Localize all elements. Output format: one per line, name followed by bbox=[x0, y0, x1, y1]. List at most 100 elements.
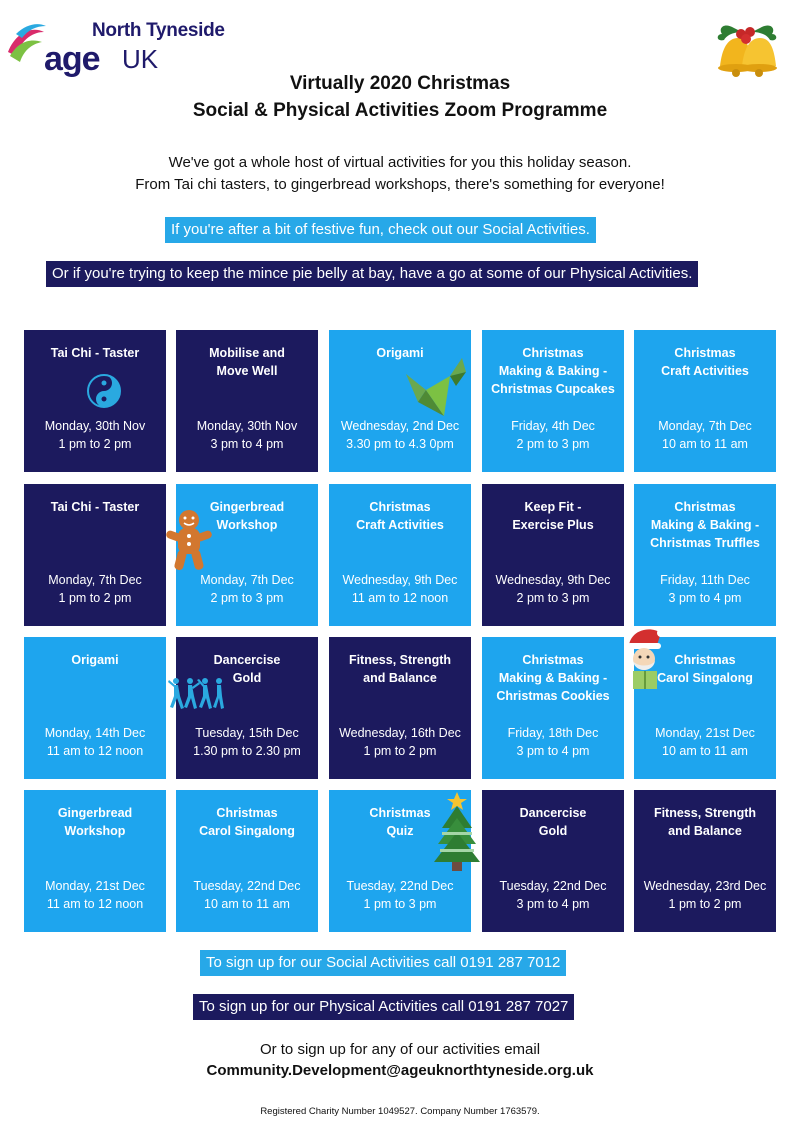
social-signup-band: To sign up for our Social Activities cal… bbox=[200, 950, 567, 976]
activity-name-line: Keep Fit - bbox=[524, 500, 582, 514]
activity-when: Monday, 30th Nov 3 pm to 4 pm bbox=[176, 417, 318, 453]
activity-name-line: Christmas bbox=[674, 653, 736, 667]
activity-tile: Keep Fit - Exercise Plus Wednesday, 9th De… bbox=[482, 484, 624, 626]
activity-name-line: Origami bbox=[376, 346, 424, 360]
activity-name: Dancercise Gold bbox=[176, 651, 318, 687]
activity-when: Tuesday, 22nd Dec 3 pm to 4 pm bbox=[482, 877, 624, 913]
activity-date: Tuesday, 22nd Dec bbox=[499, 879, 607, 893]
activity-date: Monday, 21st Dec bbox=[45, 879, 145, 893]
email-intro: Or to sign up for any of our activities … bbox=[259, 1041, 541, 1058]
activity-time: 10 am to 11 am bbox=[662, 744, 748, 758]
activity-name: Keep Fit - Exercise Plus bbox=[482, 498, 624, 534]
activity-tile: Christmas Craft Activities Wednesday, 9th … bbox=[329, 484, 471, 626]
activity-time: 10 am to 11 am bbox=[204, 897, 290, 911]
activity-tile: Mobilise and Move Well Monday, 30th Nov 3 p… bbox=[176, 330, 318, 472]
activity-name: Christmas Carol Singalong bbox=[176, 804, 318, 840]
activity-name: Gingerbread Workshop bbox=[176, 498, 318, 534]
activity-when: Monday, 30th Nov 1 pm to 2 pm bbox=[24, 417, 166, 453]
activity-date: Monday, 7th Dec bbox=[48, 573, 142, 587]
logo-text-north-tyneside: North Tyneside bbox=[92, 20, 225, 41]
activity-when: Tuesday, 22nd Dec 10 am to 11 am bbox=[176, 877, 318, 913]
physical-activities-band: Or if you're trying to keep the mince pi… bbox=[46, 261, 699, 287]
activity-when: Wednesday, 2nd Dec 3.30 pm to 4.3 0pm bbox=[329, 417, 471, 453]
activity-time: 2 pm to 3 pm bbox=[210, 591, 284, 605]
activity-tile: Dancercise Gold Tuesday, 22nd Dec 3 pm to 4… bbox=[482, 790, 624, 932]
activity-name-line: Exercise Plus bbox=[512, 518, 594, 532]
activity-when: Monday, 14th Dec 11 am to 12 noon bbox=[24, 724, 166, 760]
activity-date: Wednesday, 23rd Dec bbox=[643, 879, 767, 893]
activity-time: 3 pm to 4 pm bbox=[668, 591, 742, 605]
activity-name-line: Mobilise and bbox=[209, 346, 285, 360]
activity-name: Christmas Making & Baking - Christmas Truf… bbox=[634, 498, 776, 552]
activity-tile: Christmas Making & Baking - Christmas Cupc… bbox=[482, 330, 624, 472]
activity-time: 1 pm to 2 pm bbox=[58, 591, 132, 605]
activity-name-line: Christmas bbox=[522, 653, 584, 667]
activity-name: Tai Chi - Taster bbox=[24, 344, 166, 362]
activity-when: Friday, 4th Dec 2 pm to 3 pm bbox=[482, 417, 624, 453]
title-line-2: Social & Physical Activities Zoom Progra… bbox=[192, 100, 608, 121]
title-line-1: Virtually 2020 Christmas bbox=[289, 73, 511, 94]
activity-name-line: Gingerbread bbox=[209, 500, 285, 514]
charity-number: Registered Charity Number 1049527. Compa… bbox=[260, 1106, 540, 1117]
activity-name-line: Tai Chi - Taster bbox=[50, 346, 140, 360]
activity-name-line: Workshop bbox=[216, 518, 278, 532]
activity-when: Tuesday, 15th Dec 1.30 pm to 2.30 pm bbox=[176, 724, 318, 760]
activity-time: 3 pm to 4 pm bbox=[210, 437, 284, 451]
activity-date: Wednesday, 2nd Dec bbox=[340, 419, 460, 433]
activity-date: Friday, 18th Dec bbox=[507, 726, 599, 740]
logo-text-age: age bbox=[44, 40, 101, 78]
activity-name-line: Origami bbox=[71, 653, 119, 667]
christmas-tree-icon bbox=[434, 792, 480, 871]
activity-time: 2 pm to 3 pm bbox=[516, 591, 590, 605]
activity-name: Fitness, Strength and Balance bbox=[634, 804, 776, 840]
activity-name: Dancercise Gold bbox=[482, 804, 624, 840]
dancers-icon bbox=[168, 678, 224, 709]
activity-date: Monday, 14th Dec bbox=[44, 726, 146, 740]
activity-tile: Origami Wednesday, 2nd Dec 3.30 pm to 4.3 … bbox=[329, 330, 471, 472]
activity-name-line: Christmas bbox=[216, 806, 278, 820]
activity-tile: Christmas Making & Baking - Christmas Truf… bbox=[634, 484, 776, 626]
activity-time: 3 pm to 4 pm bbox=[516, 897, 590, 911]
activity-when: Wednesday, 16th Dec 1 pm to 2 pm bbox=[329, 724, 471, 760]
activity-name-line: Tai Chi - Taster bbox=[50, 500, 140, 514]
activity-time: 1 pm to 2 pm bbox=[363, 744, 437, 758]
activity-time: 1 pm to 2 pm bbox=[668, 897, 742, 911]
signup-email-link[interactable]: Community.Development@ageuknorthtyneside… bbox=[206, 1062, 594, 1079]
activity-name: Christmas Quiz bbox=[329, 804, 471, 840]
activity-date: Wednesday, 9th Dec bbox=[495, 573, 611, 587]
activity-when: Tuesday, 22nd Dec 1 pm to 3 pm bbox=[329, 877, 471, 913]
social-activities-band: If you're after a bit of festive fun, ch… bbox=[165, 217, 596, 243]
activity-name-line: Quiz bbox=[386, 824, 414, 838]
activity-date: Tuesday, 22nd Dec bbox=[346, 879, 454, 893]
logo-swoosh-icon bbox=[8, 24, 46, 62]
activity-date: Tuesday, 15th Dec bbox=[195, 726, 299, 740]
activity-time: 3 pm to 4 pm bbox=[516, 744, 590, 758]
activity-name-line: Carol Singalong bbox=[657, 671, 753, 685]
activity-name-line: Making & Baking - bbox=[498, 364, 608, 378]
activity-when: Friday, 18th Dec 3 pm to 4 pm bbox=[482, 724, 624, 760]
activity-name-line: Craft Activities bbox=[661, 364, 749, 378]
activity-name: Mobilise and Move Well bbox=[176, 344, 318, 380]
activity-date: Tuesday, 22nd Dec bbox=[193, 879, 301, 893]
activity-name-line: and Balance bbox=[668, 824, 742, 838]
activity-tile: Gingerbread Workshop Monday, 7th Dec 2 pm t… bbox=[176, 484, 318, 626]
activity-time: 1 pm to 3 pm bbox=[363, 897, 437, 911]
activity-name-line: Christmas bbox=[674, 346, 736, 360]
activity-name-line: Fitness, Strength bbox=[348, 653, 452, 667]
activity-tile: Origami Monday, 14th Dec 11 am to 12 noon bbox=[24, 637, 166, 779]
activity-when: Monday, 7th Dec 2 pm to 3 pm bbox=[176, 571, 318, 607]
activity-name-line: Christmas bbox=[522, 346, 584, 360]
activity-name-line: Christmas Cookies bbox=[496, 689, 610, 703]
activity-name: Gingerbread Workshop bbox=[24, 804, 166, 840]
activity-name-line: Gold bbox=[538, 824, 568, 838]
activity-when: Monday, 7th Dec 10 am to 11 am bbox=[634, 417, 776, 453]
activity-when: Friday, 11th Dec 3 pm to 4 pm bbox=[634, 571, 776, 607]
activity-time: 11 am to 12 noon bbox=[351, 591, 449, 605]
activity-date: Monday, 7th Dec bbox=[658, 419, 752, 433]
activity-name: Tai Chi - Taster bbox=[24, 498, 166, 516]
activity-tile: Christmas Making & Baking - Christmas Cook… bbox=[482, 637, 624, 779]
activity-tile: Christmas Carol Singalong Monday, 21st Dec… bbox=[634, 637, 776, 779]
activity-tile: Christmas Quiz Tuesday, 22nd Dec 1 pm to 3 … bbox=[329, 790, 471, 932]
activity-name-line: Christmas bbox=[369, 806, 431, 820]
activity-name: Fitness, Strength and Balance bbox=[329, 651, 471, 687]
